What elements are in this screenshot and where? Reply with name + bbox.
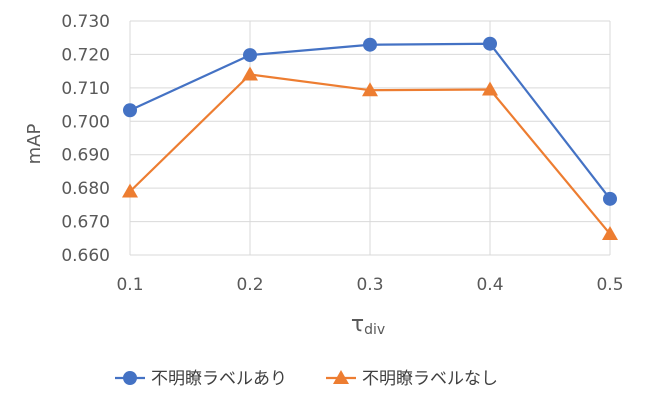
y-tick-label: 0.700 [61,112,110,132]
x-axis-ticks: 0.1 0.2 0.3 0.4 0.5 [116,275,623,295]
triangle-marker [362,82,378,97]
x-axis-title-sub: div [364,322,385,338]
y-tick-label: 0.710 [61,79,110,99]
triangle-marker [122,183,138,198]
legend-circle-marker [123,371,137,385]
legend-label: 不明瞭ラベルなし [362,369,498,389]
y-axis-title: mAP [24,124,45,165]
x-tick-label: 0.4 [476,275,503,295]
legend-item-2: 不明瞭ラベルなし [326,369,498,389]
x-tick-label: 0.2 [236,275,263,295]
x-axis-title-main: τ [351,312,364,337]
circle-marker [243,48,257,63]
y-tick-label: 0.720 [61,45,110,65]
series-layer [122,36,618,240]
circle-marker [483,36,497,51]
series-2 [122,66,618,240]
legend-label: 不明瞭ラベルあり [151,369,287,389]
y-tick-label: 0.670 [61,213,110,233]
x-tick-label: 0.1 [116,275,143,295]
triangle-marker [482,81,498,96]
legend-item-1: 不明瞭ラベルあり [115,369,287,389]
gridlines [129,20,611,256]
y-tick-label: 0.690 [61,146,110,166]
x-tick-label: 0.3 [356,275,383,295]
circle-marker [603,191,617,206]
y-tick-label: 0.730 [61,12,110,32]
triangle-marker [602,225,618,240]
circle-marker [123,103,137,118]
y-tick-label: 0.660 [61,246,110,266]
triangle-marker [242,66,258,81]
series-1 [123,36,617,206]
y-axis-ticks: 0.660 0.670 0.680 0.690 0.700 0.710 0.720 0.730 [61,12,110,266]
x-axis-title: τdiv [351,312,385,338]
circle-marker [363,37,377,52]
legend: 不明瞭ラベルあり 不明瞭ラベルなし [115,369,498,389]
x-tick-label: 0.5 [596,275,623,295]
y-tick-label: 0.680 [61,179,110,199]
legend-triangle-marker [333,370,349,384]
